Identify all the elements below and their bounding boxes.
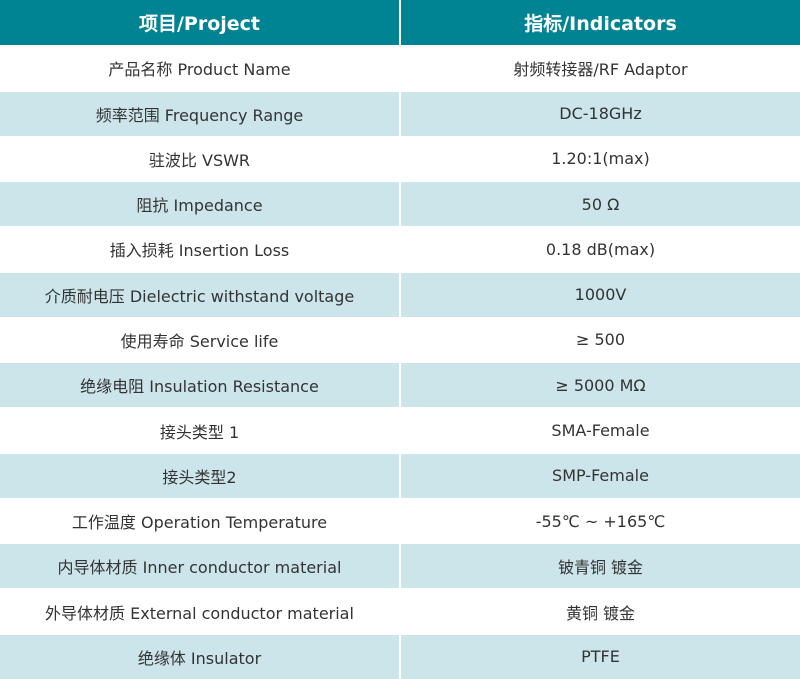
indicator-cell: 黄铜 镀金 <box>401 588 800 633</box>
indicator-cell: SMA-Female <box>401 407 800 452</box>
project-cell: 绝缘体 Insulator <box>0 633 399 679</box>
project-cell: 产品名称 Product Name <box>0 45 399 90</box>
project-cell: 介质耐电压 Dielectric withstand voltage <box>0 271 399 317</box>
project-cell: 阻抗 Impedance <box>0 181 399 227</box>
indicator-cell: ≥ 500 <box>401 316 800 362</box>
project-cell: 绝缘电阻 Insulation Resistance <box>0 362 399 408</box>
indicator-cell: 0.18 dB(max) <box>401 226 800 271</box>
indicator-cell: 50 Ω <box>401 181 800 227</box>
project-cell: 内导体材质 Inner conductor material <box>0 543 399 589</box>
indicator-cell: DC-18GHz <box>401 90 800 136</box>
project-cell: 接头类型 1 <box>0 407 399 452</box>
indicator-cell: 铍青铜 镀金 <box>401 543 800 589</box>
indicator-cell: PTFE <box>401 633 800 679</box>
project-cell: 使用寿命 Service life <box>0 316 399 362</box>
header-project: 项目/Project <box>0 0 399 46</box>
project-cell: 工作温度 Operation Temperature <box>0 497 399 543</box>
indicator-cell: ≥ 5000 MΩ <box>401 362 800 408</box>
indicator-cell: 射频转接器/RF Adaptor <box>401 45 800 90</box>
project-cell: 接头类型2 <box>0 452 399 498</box>
indicator-cell: 1.20:1(max) <box>401 135 800 181</box>
indicator-cell: SMP-Female <box>401 452 800 498</box>
indicator-cell: -55℃ ~ +165℃ <box>401 497 800 543</box>
project-cell: 驻波比 VSWR <box>0 135 399 181</box>
project-cell: 外导体材质 External conductor material <box>0 588 399 633</box>
header-indicators: 指标/Indicators <box>401 0 800 46</box>
indicator-cell: 1000V <box>401 271 800 317</box>
project-cell: 插入损耗 Insertion Loss <box>0 226 399 271</box>
project-cell: 频率范围 Frequency Range <box>0 90 399 136</box>
